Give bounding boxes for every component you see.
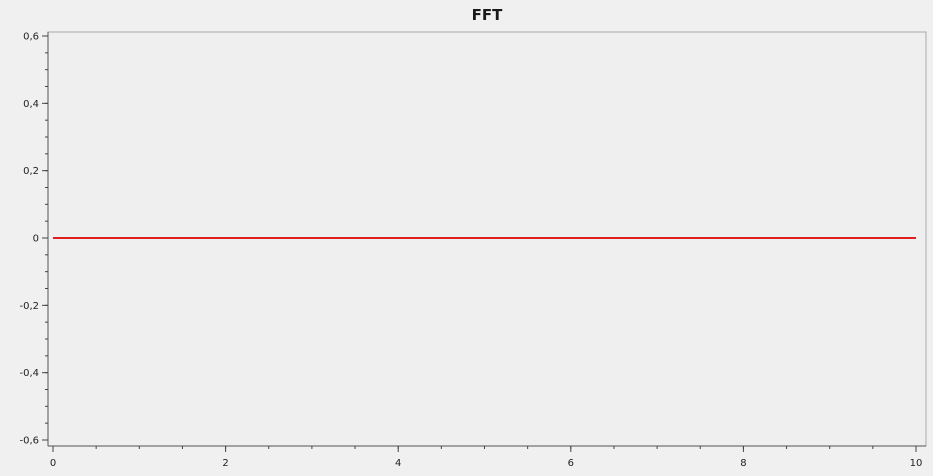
x-tick-label: 4 (395, 458, 401, 469)
chart-title: FFT (472, 6, 503, 24)
y-axis-ticks: 0,6 0,4 0,2 0 -0,2 -0,4 -0,6 (19, 32, 48, 447)
x-tick-label: 6 (568, 458, 574, 469)
x-tick-label: 10 (910, 458, 923, 469)
y-tick-label: -0,4 (19, 368, 39, 379)
y-tick-label: -0,6 (19, 436, 39, 447)
x-tick-label: 2 (222, 458, 228, 469)
y-tick-label: 0,6 (23, 32, 39, 43)
y-tick-label: 0 (33, 234, 39, 245)
y-tick-label: 0,4 (23, 99, 39, 110)
y-tick-label: -0,2 (19, 301, 39, 312)
y-tick-label: 0,2 (23, 166, 39, 177)
x-tick-label: 8 (740, 458, 746, 469)
x-tick-label: 0 (50, 458, 56, 469)
x-axis-ticks: 0 2 4 6 8 10 (50, 446, 923, 469)
